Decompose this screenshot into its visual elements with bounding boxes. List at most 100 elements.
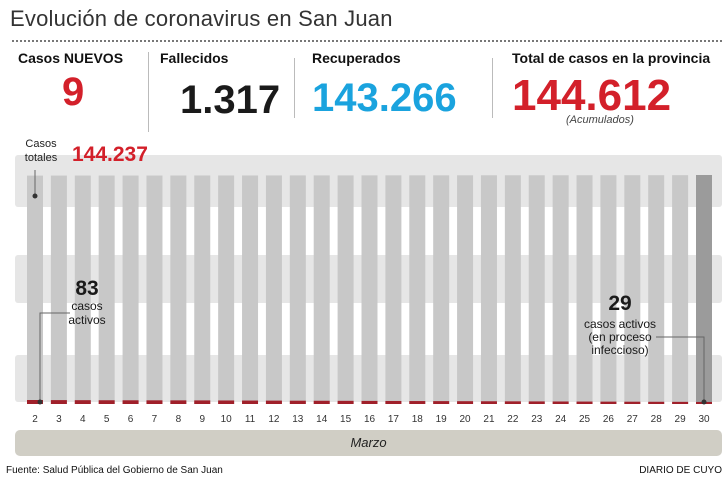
case-bar xyxy=(98,175,115,404)
active-start-leader xyxy=(39,312,70,402)
case-bar xyxy=(600,175,617,404)
case-bar xyxy=(289,175,306,404)
active-cases-bar xyxy=(433,401,450,404)
case-bar xyxy=(74,175,91,404)
stat-nuevos-label: Casos NUEVOS xyxy=(18,50,124,66)
x-tick-label: 14 xyxy=(316,414,328,425)
case-bar xyxy=(27,175,43,404)
case-bar xyxy=(194,175,211,404)
first-bar-value: 144.237 xyxy=(72,143,148,166)
x-tick-label: 18 xyxy=(412,414,424,425)
x-tick-label: 2 xyxy=(32,414,38,425)
case-bar xyxy=(433,175,450,404)
active-start-dot xyxy=(37,399,43,405)
active-end-label: (en proceso xyxy=(588,330,652,344)
stat-total-label: Total de casos en la provincia xyxy=(512,50,711,66)
active-cases-bar xyxy=(504,401,521,404)
case-bar xyxy=(170,175,187,404)
active-cases-bar xyxy=(672,401,689,404)
case-bar xyxy=(313,175,330,404)
case-bar xyxy=(696,175,712,404)
source-note: Fuente: Salud Pública del Gobierno de Sa… xyxy=(6,465,223,476)
x-tick-label: 5 xyxy=(104,414,110,425)
stat-fallecidos-value: 1.317 xyxy=(180,78,281,122)
case-bar xyxy=(409,175,426,404)
x-tick-label: 17 xyxy=(388,414,400,425)
active-cases-bar xyxy=(170,400,187,404)
case-bar xyxy=(457,175,474,404)
case-bar xyxy=(122,175,139,404)
x-tick-label: 8 xyxy=(176,414,182,425)
case-bar xyxy=(672,175,689,404)
x-tick-label: 23 xyxy=(531,414,543,425)
stat-recuperados-value: 143.266 xyxy=(312,76,457,120)
active-cases-bar xyxy=(27,400,43,404)
stat-fallecidos-label: Fallecidos xyxy=(160,50,229,66)
case-bar xyxy=(361,175,378,404)
case-bar xyxy=(480,175,497,404)
case-bar xyxy=(242,175,259,404)
x-tick-label: 6 xyxy=(128,414,134,425)
active-start-label: activos xyxy=(68,313,105,327)
x-tick-label: 11 xyxy=(245,414,256,425)
active-end-leader xyxy=(656,336,705,402)
stat-separator xyxy=(492,58,493,118)
stat-separator xyxy=(294,58,295,118)
active-cases-bar xyxy=(313,400,330,404)
brand-label: DIARIO DE CUYO xyxy=(639,465,722,476)
x-tick-label: 3 xyxy=(56,414,62,425)
first-bar-label: totales xyxy=(25,152,58,164)
active-cases-bar xyxy=(480,401,497,404)
active-cases-bar xyxy=(289,400,306,404)
x-tick-label: 16 xyxy=(364,414,376,425)
active-end-label: infeccioso) xyxy=(591,343,648,357)
active-cases-bar xyxy=(552,401,569,404)
case-bar xyxy=(265,175,282,404)
active-cases-bar xyxy=(361,400,378,404)
x-tick-label: 12 xyxy=(268,414,280,425)
x-tick-label: 28 xyxy=(651,414,663,425)
month-band: Marzo xyxy=(15,430,722,456)
active-end-label: casos activos xyxy=(584,317,656,331)
x-tick-label: 19 xyxy=(436,414,448,425)
stat-total-value: 144.612 xyxy=(512,71,672,120)
x-tick-label: 26 xyxy=(603,414,615,425)
active-cases-bar xyxy=(265,400,282,404)
x-tick-label: 7 xyxy=(152,414,158,425)
active-cases-bar xyxy=(146,400,163,404)
x-tick-label: 21 xyxy=(483,414,495,425)
active-cases-bar xyxy=(648,401,665,404)
case-bar xyxy=(648,175,665,404)
stat-separator xyxy=(148,52,149,132)
chart-title: Evolución de coronavirus en San Juan xyxy=(10,6,393,31)
title-divider xyxy=(12,40,722,42)
active-cases-bar xyxy=(74,400,91,404)
case-bar xyxy=(552,175,569,404)
first-bar-label: Casos xyxy=(25,138,57,150)
case-bar xyxy=(385,175,402,404)
case-bar xyxy=(504,175,521,404)
x-tick-label: 30 xyxy=(698,414,710,425)
x-axis-label: Marzo xyxy=(350,435,387,450)
active-cases-bar xyxy=(194,400,211,404)
active-end-dot xyxy=(701,399,707,405)
active-cases-bar xyxy=(242,400,259,404)
active-cases-bar xyxy=(50,400,67,404)
active-cases-bar xyxy=(122,400,139,404)
x-tick-label: 22 xyxy=(507,414,519,425)
x-tick-label: 27 xyxy=(627,414,639,425)
active-start-value: 83 xyxy=(75,277,98,300)
x-tick-label: 15 xyxy=(340,414,352,425)
x-tick-label: 9 xyxy=(199,414,205,425)
active-cases-bar xyxy=(337,400,354,404)
stat-nuevos-value: 9 xyxy=(62,70,85,114)
first-bar-dot xyxy=(32,193,38,199)
active-cases-bar xyxy=(457,401,474,404)
x-tick-label: 10 xyxy=(221,414,233,425)
x-tick-label: 4 xyxy=(80,414,86,425)
active-cases-bar xyxy=(218,400,235,404)
active-cases-bar xyxy=(528,401,545,404)
x-tick-label: 24 xyxy=(555,414,567,425)
case-bar xyxy=(576,175,593,404)
active-cases-bar xyxy=(624,401,641,404)
